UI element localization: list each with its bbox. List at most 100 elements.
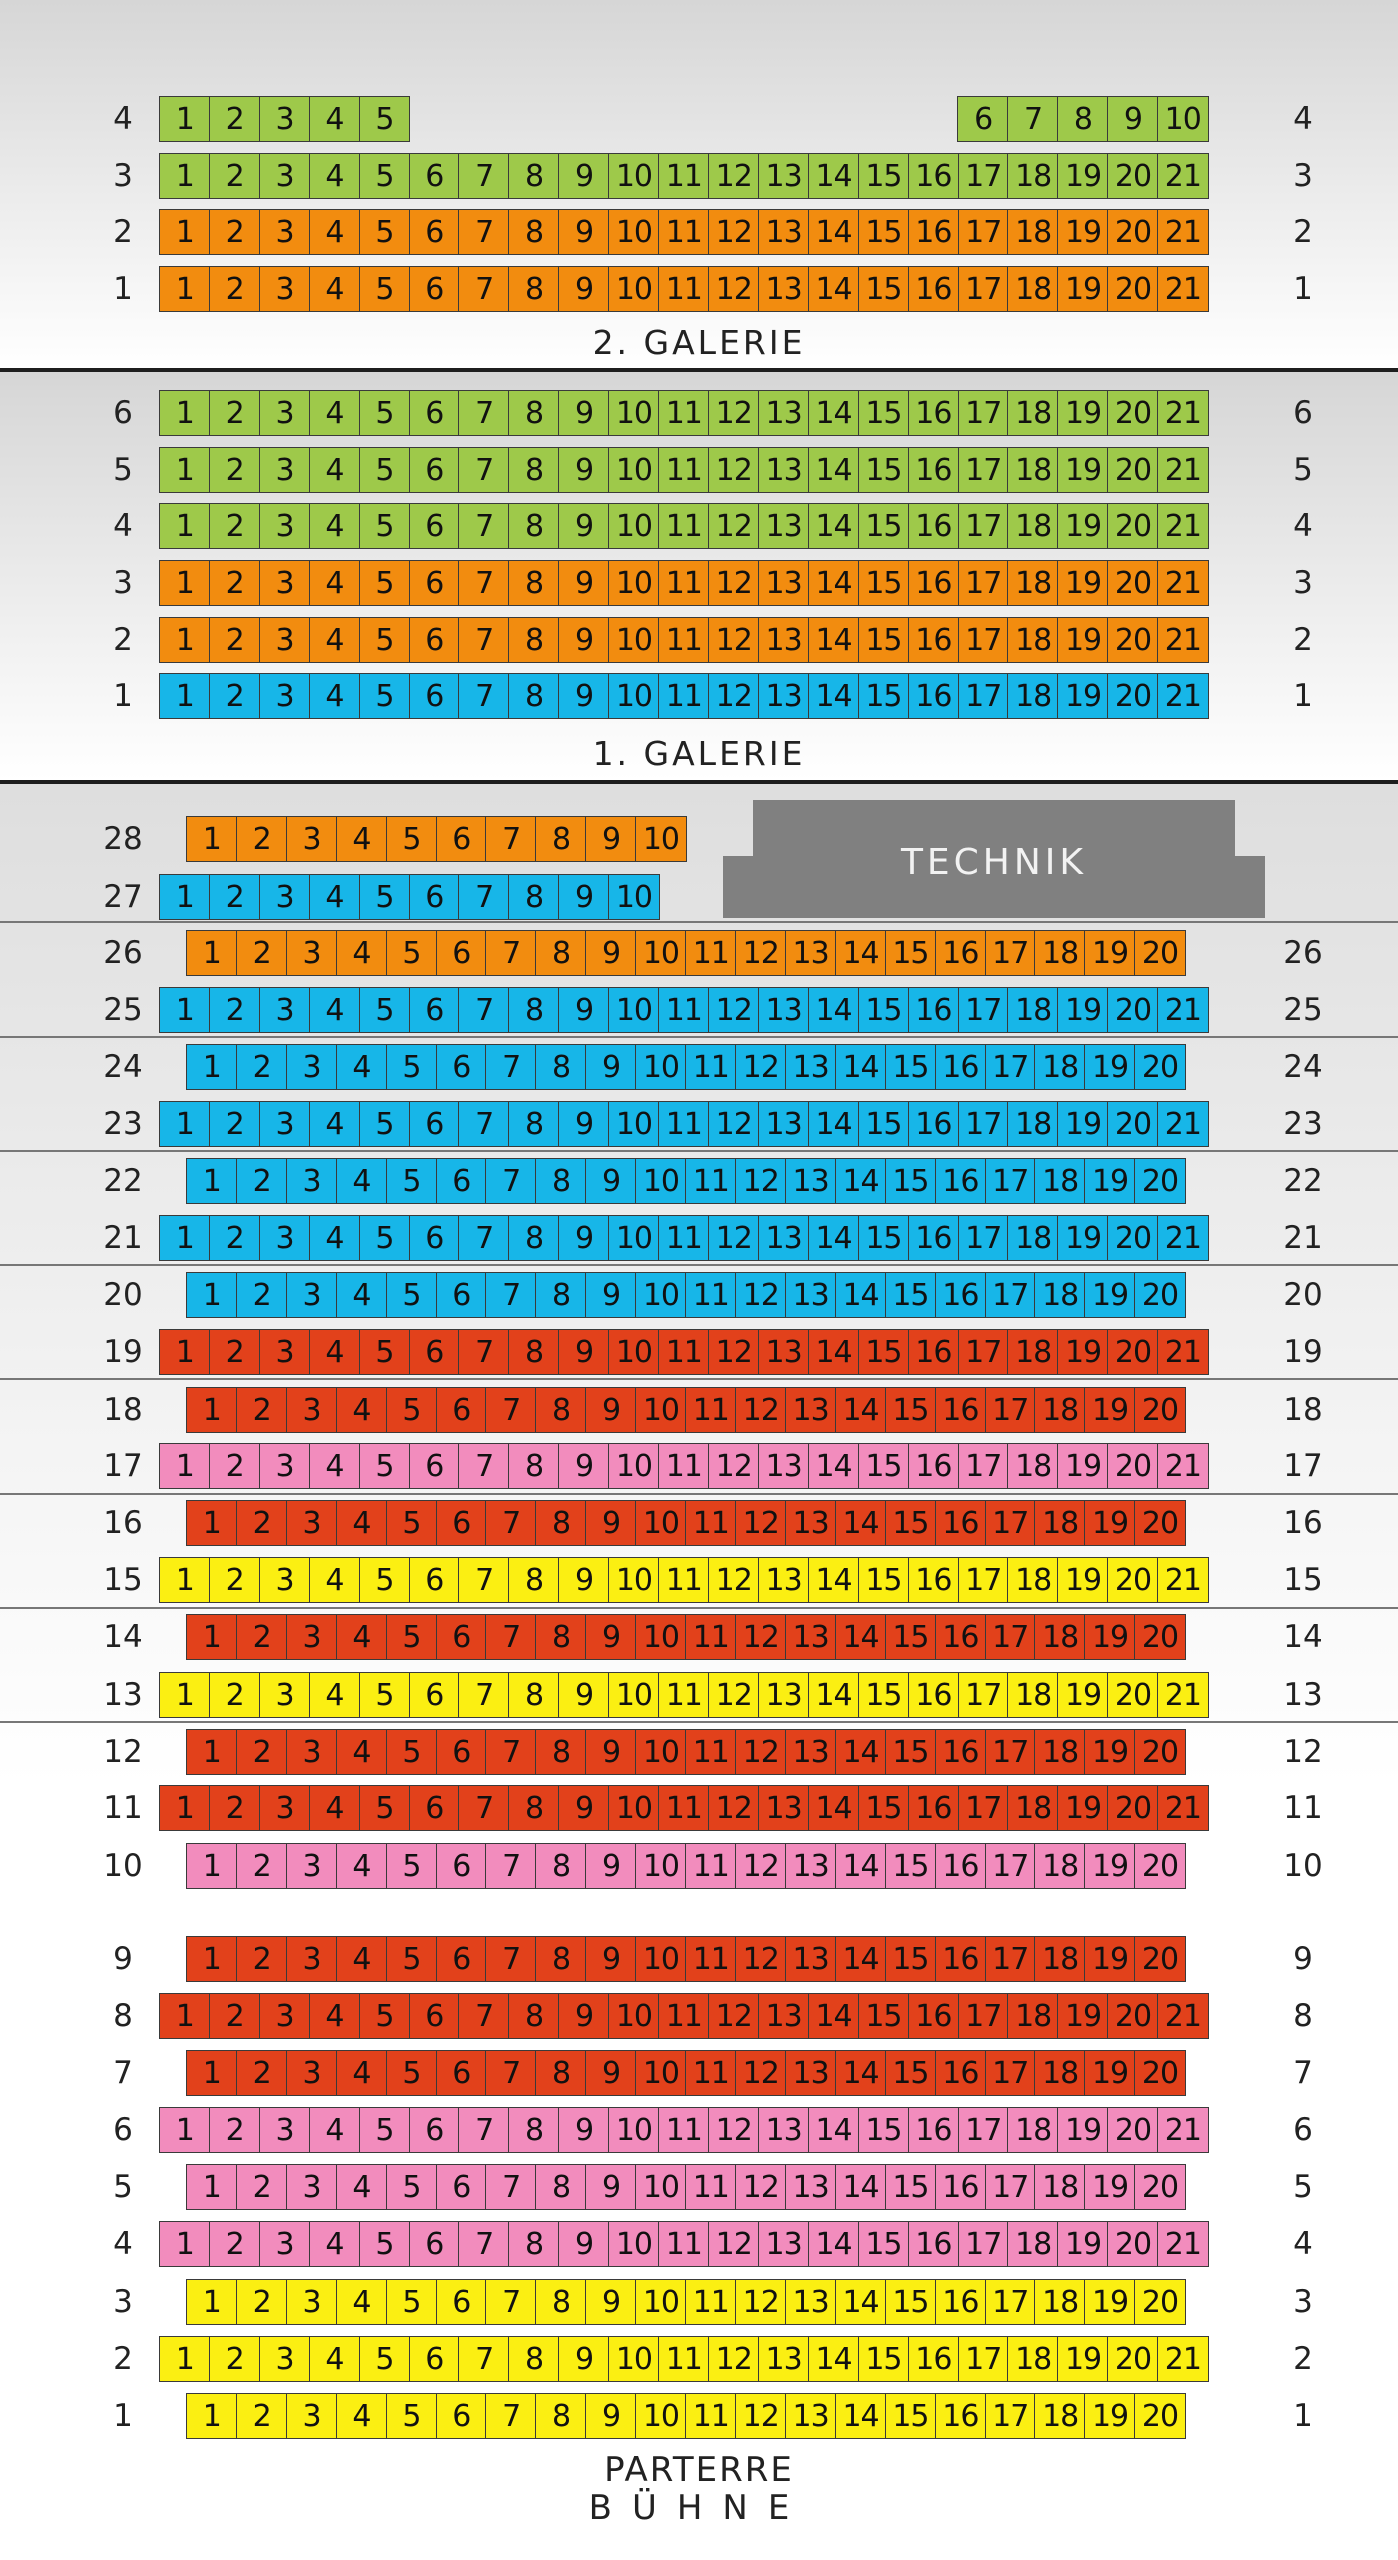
seat[interactable]: 18 [1007, 1785, 1059, 1831]
seat[interactable]: 21 [1157, 2221, 1209, 2267]
seat[interactable]: 11 [685, 1044, 737, 1090]
seat[interactable]: 9 [558, 209, 610, 255]
seat[interactable]: 5 [385, 1843, 438, 1889]
seat[interactable]: 10 [635, 1729, 687, 1775]
seat[interactable]: 6 [408, 1557, 461, 1603]
seat[interactable]: 7 [458, 987, 510, 1033]
seat[interactable]: 11 [658, 1443, 710, 1489]
seat[interactable]: 19 [1057, 2336, 1109, 2382]
seat[interactable]: 10 [608, 874, 660, 920]
seat[interactable]: 21 [1157, 2107, 1209, 2153]
seat[interactable]: 2 [208, 503, 261, 549]
seat[interactable]: 14 [834, 1729, 887, 1775]
seat[interactable]: 16 [907, 447, 960, 493]
seat[interactable]: 16 [934, 1272, 987, 1318]
seat[interactable]: 4 [308, 1329, 361, 1375]
seat[interactable]: 17 [957, 2336, 1009, 2382]
seat[interactable]: 4 [335, 1936, 388, 1982]
seat[interactable]: 13 [757, 447, 810, 493]
seat[interactable]: 6 [957, 96, 1009, 142]
seat[interactable]: 17 [957, 617, 1009, 663]
seat[interactable]: 6 [408, 1329, 461, 1375]
seat[interactable]: 13 [784, 1936, 837, 1982]
seat[interactable]: 11 [658, 153, 710, 199]
seat[interactable]: 10 [635, 1158, 687, 1204]
seat[interactable]: 7 [458, 209, 510, 255]
seat[interactable]: 9 [558, 2107, 610, 2153]
seat[interactable]: 15 [857, 1785, 910, 1831]
seat[interactable]: 14 [807, 673, 860, 719]
seat[interactable]: 1 [159, 153, 211, 199]
seat[interactable]: 14 [807, 390, 860, 436]
seat[interactable]: 3 [285, 2393, 338, 2439]
seat[interactable]: 13 [784, 930, 837, 976]
seat[interactable]: 19 [1057, 1557, 1109, 1603]
seat[interactable]: 15 [857, 209, 910, 255]
seat[interactable]: 14 [807, 1672, 860, 1718]
seat[interactable]: 9 [585, 1614, 637, 1660]
seat[interactable]: 13 [757, 1101, 810, 1147]
seat[interactable]: 18 [1034, 1843, 1086, 1889]
seat[interactable]: 19 [1084, 2393, 1136, 2439]
seat[interactable]: 18 [1034, 2050, 1086, 2096]
seat[interactable]: 13 [784, 1387, 837, 1433]
seat[interactable]: 10 [635, 1614, 687, 1660]
seat[interactable]: 16 [934, 2393, 987, 2439]
seat[interactable]: 9 [558, 447, 610, 493]
seat[interactable]: 12 [734, 930, 787, 976]
seat[interactable]: 20 [1134, 1387, 1186, 1433]
seat[interactable]: 7 [485, 2393, 537, 2439]
seat[interactable]: 9 [585, 1936, 637, 1982]
seat[interactable]: 3 [258, 1215, 311, 1261]
seat[interactable]: 20 [1107, 2221, 1159, 2267]
seat[interactable]: 17 [984, 2279, 1036, 2325]
seat[interactable]: 11 [658, 1215, 710, 1261]
seat[interactable]: 6 [435, 2050, 488, 2096]
seat[interactable]: 8 [508, 153, 560, 199]
seat[interactable]: 21 [1157, 673, 1209, 719]
seat[interactable]: 6 [408, 266, 461, 312]
seat[interactable]: 11 [685, 1614, 737, 1660]
seat[interactable]: 17 [957, 987, 1009, 1033]
seat[interactable]: 15 [884, 1936, 937, 1982]
seat[interactable]: 15 [857, 153, 910, 199]
seat[interactable]: 8 [535, 1729, 587, 1775]
seat[interactable]: 10 [608, 2107, 660, 2153]
seat[interactable]: 2 [208, 987, 261, 1033]
seat[interactable]: 21 [1157, 1785, 1209, 1831]
seat[interactable]: 10 [635, 1500, 687, 1546]
seat[interactable]: 21 [1157, 617, 1209, 663]
seat[interactable]: 7 [485, 816, 537, 862]
seat[interactable]: 17 [957, 2107, 1009, 2153]
seat[interactable]: 14 [807, 987, 860, 1033]
seat[interactable]: 11 [685, 2393, 737, 2439]
seat[interactable]: 5 [358, 987, 411, 1033]
seat[interactable]: 18 [1007, 1215, 1059, 1261]
seat[interactable]: 20 [1134, 1272, 1186, 1318]
seat[interactable]: 18 [1007, 1443, 1059, 1489]
seat[interactable]: 15 [884, 1387, 937, 1433]
seat[interactable]: 19 [1057, 560, 1109, 606]
seat[interactable]: 6 [408, 2221, 461, 2267]
seat[interactable]: 6 [435, 1272, 488, 1318]
seat[interactable]: 4 [335, 2279, 388, 2325]
seat[interactable]: 6 [408, 390, 461, 436]
seat[interactable]: 5 [385, 1500, 438, 1546]
seat[interactable]: 9 [585, 1729, 637, 1775]
seat[interactable]: 1 [186, 1614, 238, 1660]
seat[interactable]: 4 [335, 1843, 388, 1889]
seat[interactable]: 11 [685, 1843, 737, 1889]
seat[interactable]: 18 [1007, 617, 1059, 663]
seat[interactable]: 7 [458, 503, 510, 549]
seat[interactable]: 2 [208, 1443, 261, 1489]
seat[interactable]: 4 [335, 1044, 388, 1090]
seat[interactable]: 10 [608, 209, 660, 255]
seat[interactable]: 5 [385, 2050, 438, 2096]
seat[interactable]: 2 [235, 816, 288, 862]
seat[interactable]: 20 [1134, 1044, 1186, 1090]
seat[interactable]: 15 [857, 390, 910, 436]
seat[interactable]: 5 [358, 2107, 411, 2153]
seat[interactable]: 5 [358, 390, 411, 436]
seat[interactable]: 15 [857, 2107, 910, 2153]
seat[interactable]: 17 [957, 560, 1009, 606]
